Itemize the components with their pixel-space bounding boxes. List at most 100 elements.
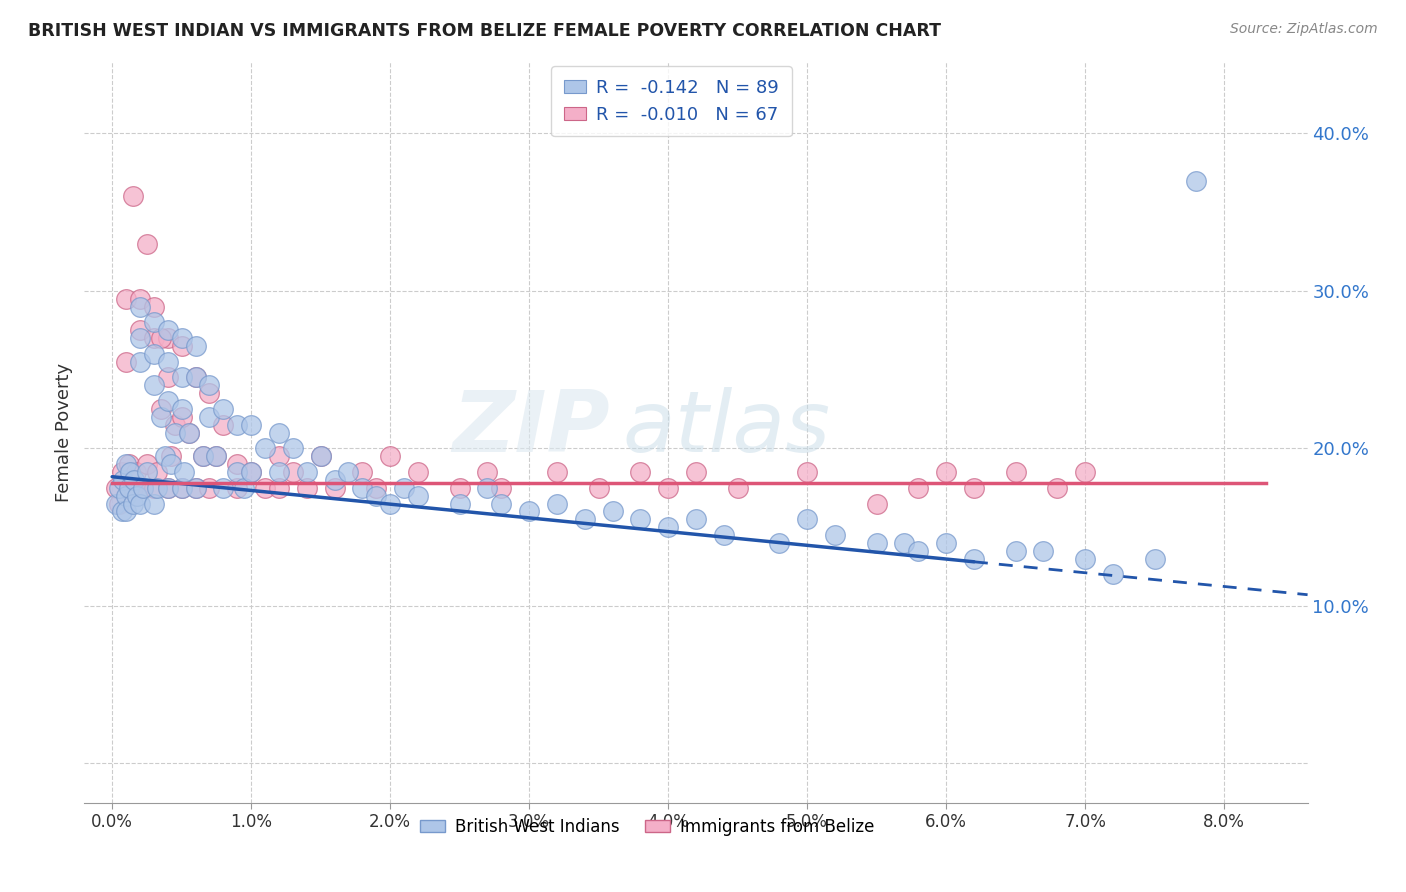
Point [170,370,193,384]
Point [323,473,346,487]
Point [602,504,624,518]
Point [267,465,290,479]
Text: ZIP: ZIP [453,387,610,470]
Point [142,331,165,345]
Point [124,473,146,487]
Point [115,292,138,306]
Point [406,489,429,503]
Point [1143,551,1166,566]
Point [380,449,402,463]
Point [309,449,332,463]
Point [149,409,172,424]
Point [184,370,207,384]
Point [156,370,179,384]
Point [352,481,374,495]
Point [685,512,707,526]
Point [198,378,221,392]
Point [142,481,165,495]
Point [149,331,172,345]
Point [212,417,235,432]
Point [191,449,214,463]
Point [824,528,846,542]
Point [170,339,193,353]
Point [685,465,707,479]
Point [184,339,207,353]
Point [184,481,207,495]
Point [112,473,135,487]
Point [574,512,596,526]
Point [118,457,141,471]
Text: Source: ZipAtlas.com: Source: ZipAtlas.com [1230,22,1378,37]
Point [156,394,179,409]
Point [105,481,128,495]
Point [935,465,957,479]
Point [267,481,290,495]
Point [628,465,651,479]
Point [177,425,200,440]
Point [170,331,193,345]
Point [768,536,790,550]
Point [366,481,388,495]
Point [267,449,290,463]
Point [191,449,214,463]
Point [122,189,145,203]
Point [170,402,193,417]
Point [240,417,263,432]
Point [657,520,679,534]
Point [1046,481,1069,495]
Point [129,331,152,345]
Point [267,425,290,440]
Point [184,481,207,495]
Point [177,425,200,440]
Point [477,465,499,479]
Point [1185,173,1208,187]
Point [893,536,915,550]
Point [517,504,540,518]
Point [628,512,651,526]
Point [657,481,679,495]
Point [963,551,986,566]
Point [281,442,304,456]
Point [449,481,471,495]
Point [153,449,176,463]
Point [337,465,360,479]
Point [129,496,152,510]
Point [115,504,138,518]
Point [491,496,513,510]
Point [163,425,186,440]
Point [118,481,141,495]
Point [380,496,402,510]
Point [907,543,929,558]
Point [1032,543,1054,558]
Point [127,489,149,503]
Point [546,465,568,479]
Point [129,292,152,306]
Point [588,481,610,495]
Point [170,409,193,424]
Text: atlas: atlas [623,387,831,470]
Point [226,457,249,471]
Point [135,457,157,471]
Text: BRITISH WEST INDIAN VS IMMIGRANTS FROM BELIZE FEMALE POVERTY CORRELATION CHART: BRITISH WEST INDIAN VS IMMIGRANTS FROM B… [28,22,941,40]
Point [546,496,568,510]
Point [406,465,429,479]
Point [115,355,138,369]
Point [129,300,152,314]
Point [491,481,513,495]
Point [142,378,165,392]
Point [796,512,818,526]
Point [108,481,131,495]
Point [866,536,889,550]
Point [233,481,256,495]
Point [205,449,228,463]
Legend: British West Indians, Immigrants from Belize: British West Indians, Immigrants from Be… [413,811,880,843]
Point [477,481,499,495]
Point [226,465,249,479]
Point [198,386,221,401]
Point [170,481,193,495]
Point [713,528,735,542]
Point [105,496,128,510]
Point [135,236,157,251]
Point [240,465,263,479]
Point [323,481,346,495]
